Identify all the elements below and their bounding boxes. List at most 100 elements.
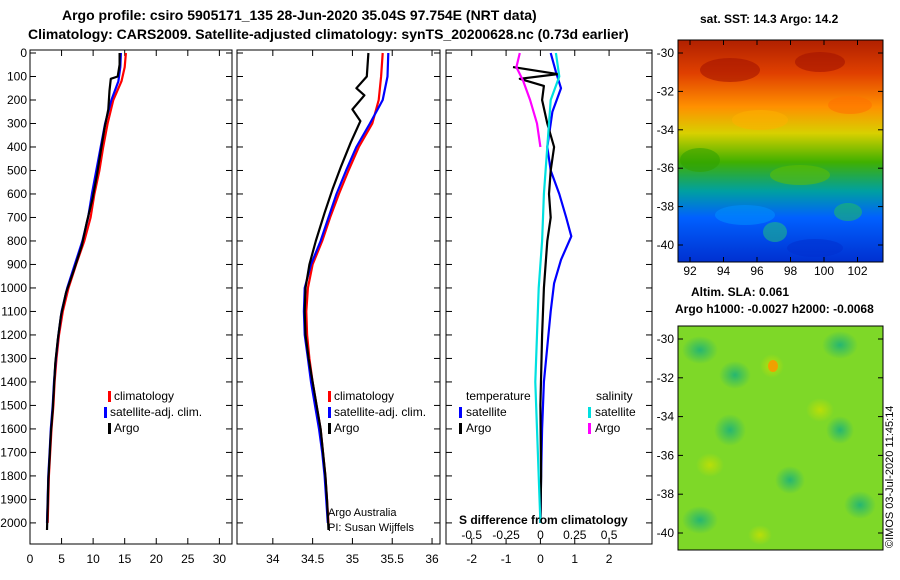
legend-swatch-sal-argo — [588, 423, 591, 434]
map-y-tick-label: -34 — [657, 123, 675, 137]
x-tick-label: 34 — [266, 552, 280, 566]
map-y-tick-label: -32 — [657, 371, 675, 385]
legend-swatch-satellite — [104, 407, 107, 418]
legend-swatch-sal-satellite — [588, 407, 591, 418]
difference-x-axis: -2 -1 0 1 2 — [466, 50, 613, 566]
salinity-lines — [302, 52, 390, 531]
series-line-salinity-argo — [515, 52, 542, 148]
map-frame — [677, 39, 884, 263]
depth-tick-label: 1700 — [0, 445, 27, 459]
depth-axis: 0 100 200 300 400 500 600 700 800 900 1000 1100 1200… — [0, 46, 652, 530]
sla-map-title: Altim. SLA: 0.061 — [691, 285, 789, 299]
depth-tick-label: 800 — [7, 234, 27, 248]
pi-label: PI: Susan Wijffels — [328, 522, 414, 534]
sst-map-texture — [680, 52, 872, 257]
map-x-tick-label: 96 — [750, 264, 764, 278]
legend-label-temp-argo: Argo — [466, 421, 492, 435]
legend-swatch-argo — [108, 423, 111, 434]
x-tick-label: 2 — [606, 552, 613, 566]
x-tick-label: 10 — [86, 552, 100, 566]
legend-label-climatology: climatology — [334, 389, 394, 403]
x-tick-label: 35 — [346, 552, 360, 566]
series-line-temperature-argo — [512, 66, 559, 523]
temperature-lines — [45, 52, 127, 531]
legend-swatch-argo — [328, 423, 331, 434]
legend-label-argo: Argo — [114, 421, 140, 435]
title-line-2: Climatology: CARS2009. Satellite-adjuste… — [28, 26, 629, 42]
depth-tick-label: 300 — [7, 116, 27, 130]
series-line-argo — [45, 53, 121, 531]
title-line-1: Argo profile: csiro 5905171_135 28-Jun-2… — [62, 7, 537, 23]
x-tick-label: 34.5 — [301, 552, 325, 566]
legend-title-salinity: salinity — [596, 389, 633, 403]
x-tick-label: 36 — [425, 552, 439, 566]
x-tick-label: 0 — [537, 552, 544, 566]
salinity-x-axis: 34 34.5 35 35.5 36 — [266, 50, 439, 566]
series-line-salinity-satellite — [534, 52, 561, 523]
map-x-tick-label: 100 — [814, 264, 834, 278]
s-tick-label: 0.5 — [601, 528, 618, 542]
difference-legend: temperature salinity satellite Argo sate… — [459, 389, 636, 435]
map-y-tick-label: -36 — [657, 161, 675, 175]
depth-tick-label: 100 — [7, 69, 27, 83]
depth-tick-label: 1800 — [0, 469, 27, 483]
difference-panel-frame — [445, 49, 653, 545]
imos-timestamp: ©IMOS 03-Jul-2020 11:45:14 — [884, 406, 896, 548]
series-line-satellite-adj-clim- — [45, 52, 122, 523]
x-tick-label: 0 — [27, 552, 34, 566]
map-x-tick-label: 102 — [847, 264, 867, 278]
legend-label-sal-argo: Argo — [595, 421, 621, 435]
institution-label: Argo Australia — [328, 507, 397, 519]
map-frame — [677, 325, 884, 551]
legend-label-satellite: satellite-adj. clim. — [110, 405, 202, 419]
map-x-tick-label: 92 — [683, 264, 697, 278]
legend-label-temp-satellite: satellite — [466, 405, 507, 419]
s-tick-label: 0.25 — [563, 528, 587, 542]
depth-tick-label: 2000 — [0, 516, 27, 530]
x-tick-label: 15 — [118, 552, 132, 566]
map-y-tick-label: -38 — [657, 200, 675, 214]
depth-tick-label: 1100 — [1, 304, 27, 318]
depth-tick-label: 600 — [7, 187, 27, 201]
depth-tick-label: 900 — [7, 257, 27, 271]
series-line-argo — [303, 52, 370, 531]
x-tick-label: 5 — [58, 552, 65, 566]
legend-swatch-satellite — [328, 407, 331, 418]
map-y-tick-label: -40 — [657, 238, 675, 252]
map-y-tick-label: -32 — [657, 84, 675, 98]
depth-tick-label: 700 — [7, 210, 27, 224]
sst-map-title: sat. SST: 14.3 Argo: 14.2 — [700, 12, 839, 26]
difference-lines — [512, 52, 573, 523]
x-tick-label: 1 — [571, 552, 578, 566]
legend-swatch-climatology — [108, 391, 111, 402]
x-tick-label: 20 — [150, 552, 164, 566]
map-y-tick-label: -34 — [657, 410, 675, 424]
x-tick-label: 30 — [213, 552, 227, 566]
temperature-panel-frame — [29, 49, 233, 545]
x-tick-label: -1 — [501, 552, 512, 566]
legend-label-argo: Argo — [334, 421, 360, 435]
s-tick-label: -0.5 — [461, 528, 482, 542]
legend-swatch-temp-argo — [459, 423, 462, 434]
map-y-tick-label: -30 — [657, 332, 675, 346]
difference-x-label: S difference from climatology — [459, 513, 628, 527]
map-y-tick-label: -38 — [657, 487, 675, 501]
depth-tick-label: 200 — [7, 93, 27, 107]
legend-label-satellite: satellite-adj. clim. — [334, 405, 426, 419]
legend-swatch-climatology — [328, 391, 331, 402]
legend-label-sal-satellite: satellite — [595, 405, 636, 419]
series-line-climatology — [46, 52, 127, 523]
legend-title-temperature: temperature — [466, 389, 531, 403]
x-tick-label: 35.5 — [381, 552, 405, 566]
map-y-tick-label: -36 — [657, 448, 675, 462]
sla-map-axes: -30 -32 -34 -36 -38 -40 — [657, 325, 884, 551]
difference-salinity-ticks: -0.5 -0.25 0 0.25 0.5 — [461, 528, 617, 542]
legend-label-climatology: climatology — [114, 389, 174, 403]
depth-tick-label: 1500 — [0, 398, 27, 412]
x-tick-label: -2 — [466, 552, 477, 566]
depth-tick-label: 1000 — [0, 281, 27, 295]
s-tick-label: -0.25 — [492, 528, 520, 542]
depth-tick-label: 400 — [7, 140, 27, 154]
depth-tick-label: 0 — [20, 46, 27, 60]
